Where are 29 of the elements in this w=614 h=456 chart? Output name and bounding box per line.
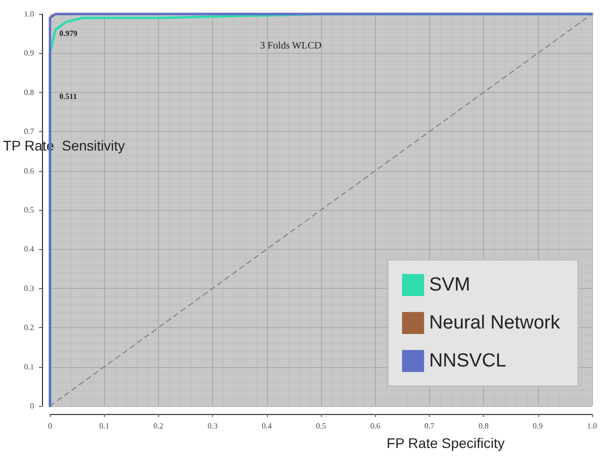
legend-label: Neural Network — [429, 312, 560, 334]
x-tick-label: 0.4 — [262, 422, 272, 430]
y-tick-label: 0.2 — [24, 323, 34, 332]
x-tick-label: 0.2 — [153, 422, 164, 430]
x-tick-label: 0.5 — [316, 422, 326, 430]
annotation: 0.511 — [59, 92, 77, 101]
y-tick-label: 0.4 — [24, 244, 34, 254]
y-tick-label: 0.1 — [24, 362, 34, 372]
y-tick-label: 0.3 — [24, 284, 34, 293]
annotation: 0.979 — [59, 29, 78, 38]
text: 3 Folds WLCD — [260, 40, 322, 52]
x-tick-label: 0 — [48, 422, 52, 430]
y-tick-label: 0.5 — [24, 206, 34, 214]
x-tick-label: 0.1 — [99, 422, 110, 430]
legend-label: NNSVCL — [429, 350, 506, 372]
x-axis-title: FP Rate Specificity — [386, 435, 505, 451]
y-tick-label: 0.8 — [24, 88, 34, 97]
x-tick-label: 1.0 — [587, 422, 597, 430]
x-tick-label: 0.9 — [532, 422, 543, 430]
y-tick-label: 0.9 — [24, 48, 34, 58]
x-tick-label: 0.8 — [478, 422, 489, 430]
x-tick-label: 0.3 — [208, 422, 218, 430]
x-tick-label: 0.7 — [424, 422, 434, 430]
legend-label: SVM — [429, 274, 470, 296]
y-tick-label: 1.0 — [24, 10, 34, 18]
x-tick-label: 0.6 — [370, 422, 380, 430]
y-tick-label: 0 — [30, 402, 34, 410]
y-tick-label: 0.7 — [24, 127, 34, 136]
y-tick-label: 0.6 — [24, 166, 34, 176]
